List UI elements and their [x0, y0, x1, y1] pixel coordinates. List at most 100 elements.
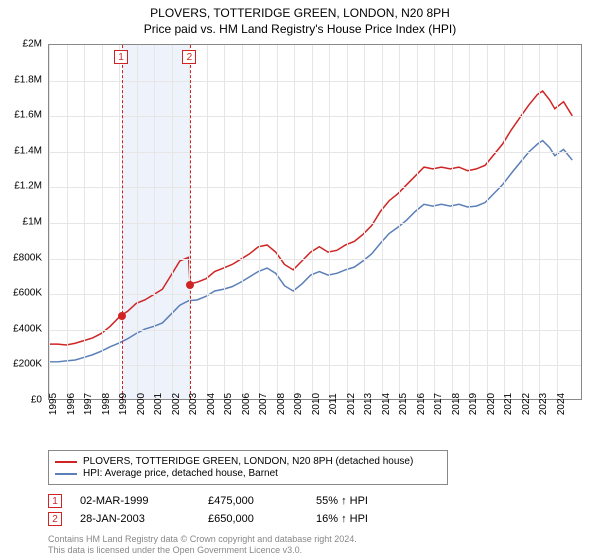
gridline-v — [137, 45, 138, 399]
gridline-v — [312, 45, 313, 399]
x-tick-label: 2010 — [311, 393, 322, 415]
sale-dot-2 — [186, 281, 194, 289]
x-tick-label: 1999 — [118, 393, 129, 415]
chart-container: PLOVERS, TOTTERIDGE GREEN, LONDON, N20 8… — [0, 0, 600, 560]
x-tick-label: 2006 — [241, 393, 252, 415]
gridline-v — [67, 45, 68, 399]
gridline-v — [382, 45, 383, 399]
gridline-v — [119, 45, 120, 399]
x-tick-label: 2019 — [468, 393, 479, 415]
marker-box-2: 2 — [182, 50, 196, 64]
legend-item-2: HPI: Average price, detached house, Barn… — [55, 468, 441, 479]
gridline-v — [84, 45, 85, 399]
x-tick-label: 2023 — [538, 393, 549, 415]
y-axis: £0£200K£400K£600K£800K£1M£1.2M£1.4M£1.6M… — [0, 44, 46, 400]
y-tick-label: £600K — [13, 288, 42, 299]
x-tick-label: 2001 — [153, 393, 164, 415]
marker-box-1: 1 — [114, 50, 128, 64]
sale-row-1: 1 02-MAR-1999 £475,000 55% ↑ HPI — [48, 494, 582, 508]
y-tick-label: £200K — [13, 359, 42, 370]
gridline-v — [539, 45, 540, 399]
x-tick-label: 2014 — [381, 393, 392, 415]
x-tick-label: 2017 — [433, 393, 444, 415]
gridline-v — [434, 45, 435, 399]
x-tick-label: 2024 — [556, 393, 567, 415]
license-line-2: This data is licensed under the Open Gov… — [48, 545, 357, 556]
sale-hpi: 55% ↑ HPI — [316, 495, 436, 507]
gridline-v — [102, 45, 103, 399]
series-line-0 — [49, 91, 572, 345]
sale-hpi: 16% ↑ HPI — [316, 513, 436, 525]
gridline-v — [347, 45, 348, 399]
legend-swatch-2 — [55, 473, 77, 475]
gridline-v — [294, 45, 295, 399]
x-tick-label: 2016 — [416, 393, 427, 415]
x-tick-label: 2018 — [451, 393, 462, 415]
sale-row-2: 2 28-JAN-2003 £650,000 16% ↑ HPI — [48, 512, 582, 526]
sale-dot-1 — [118, 312, 126, 320]
gridline-v — [417, 45, 418, 399]
x-tick-label: 2013 — [363, 393, 374, 415]
x-axis: 1995199619971998199920002001200220032004… — [48, 400, 582, 450]
gridline-h — [49, 259, 581, 260]
gridline-v — [522, 45, 523, 399]
x-tick-label: 1998 — [101, 393, 112, 415]
x-tick-label: 1996 — [66, 393, 77, 415]
gridline-h — [49, 187, 581, 188]
gridline-h — [49, 81, 581, 82]
sale-date: 28-JAN-2003 — [80, 513, 190, 525]
y-tick-label: £400K — [13, 323, 42, 334]
y-tick-label: £1.2M — [14, 181, 42, 192]
x-tick-label: 2002 — [171, 393, 182, 415]
y-tick-label: £1.6M — [14, 110, 42, 121]
x-tick-label: 2009 — [293, 393, 304, 415]
gridline-h — [49, 152, 581, 153]
gridline-v — [487, 45, 488, 399]
sales-table: 1 02-MAR-1999 £475,000 55% ↑ HPI 2 28-JAN-200… — [48, 494, 582, 530]
gridline-v — [399, 45, 400, 399]
y-tick-label: £1.4M — [14, 145, 42, 156]
gridline-v — [557, 45, 558, 399]
x-tick-label: 2012 — [346, 393, 357, 415]
series-line-1 — [49, 141, 572, 362]
y-tick-label: £1M — [23, 217, 42, 228]
marker-line-1 — [122, 45, 123, 399]
x-tick-label: 2003 — [188, 393, 199, 415]
gridline-h — [49, 330, 581, 331]
sale-price: £475,000 — [208, 495, 298, 507]
sale-price: £650,000 — [208, 513, 298, 525]
x-tick-label: 1997 — [83, 393, 94, 415]
gridline-v — [49, 45, 50, 399]
license-line-1: Contains HM Land Registry data © Crown c… — [48, 534, 357, 545]
y-tick-label: £0 — [31, 395, 42, 406]
gridline-h — [49, 223, 581, 224]
gridline-v — [469, 45, 470, 399]
gridline-v — [242, 45, 243, 399]
legend-swatch-1 — [55, 461, 77, 463]
plot-area — [48, 44, 582, 400]
sale-date: 02-MAR-1999 — [80, 495, 190, 507]
chart-title: PLOVERS, TOTTERIDGE GREEN, LONDON, N20 8… — [0, 6, 600, 20]
x-tick-label: 1995 — [48, 393, 59, 415]
x-tick-label: 2005 — [223, 393, 234, 415]
x-tick-label: 2021 — [503, 393, 514, 415]
sale-marker-2: 2 — [48, 512, 62, 526]
gridline-v — [452, 45, 453, 399]
legend: PLOVERS, TOTTERIDGE GREEN, LONDON, N20 8… — [48, 450, 448, 485]
gridline-h — [49, 294, 581, 295]
x-tick-label: 2000 — [136, 393, 147, 415]
chart-subtitle: Price paid vs. HM Land Registry's House … — [0, 22, 600, 36]
x-tick-label: 2008 — [276, 393, 287, 415]
x-tick-label: 2011 — [328, 393, 339, 415]
title-block: PLOVERS, TOTTERIDGE GREEN, LONDON, N20 8… — [0, 0, 600, 36]
legend-item-1: PLOVERS, TOTTERIDGE GREEN, LONDON, N20 8… — [55, 456, 441, 467]
gridline-h — [49, 365, 581, 366]
gridline-v — [207, 45, 208, 399]
legend-label-1: PLOVERS, TOTTERIDGE GREEN, LONDON, N20 8… — [83, 456, 413, 467]
x-tick-label: 2022 — [521, 393, 532, 415]
gridline-v — [277, 45, 278, 399]
gridline-v — [224, 45, 225, 399]
gridline-v — [172, 45, 173, 399]
license-text: Contains HM Land Registry data © Crown c… — [48, 534, 357, 557]
sale-marker-1: 1 — [48, 494, 62, 508]
